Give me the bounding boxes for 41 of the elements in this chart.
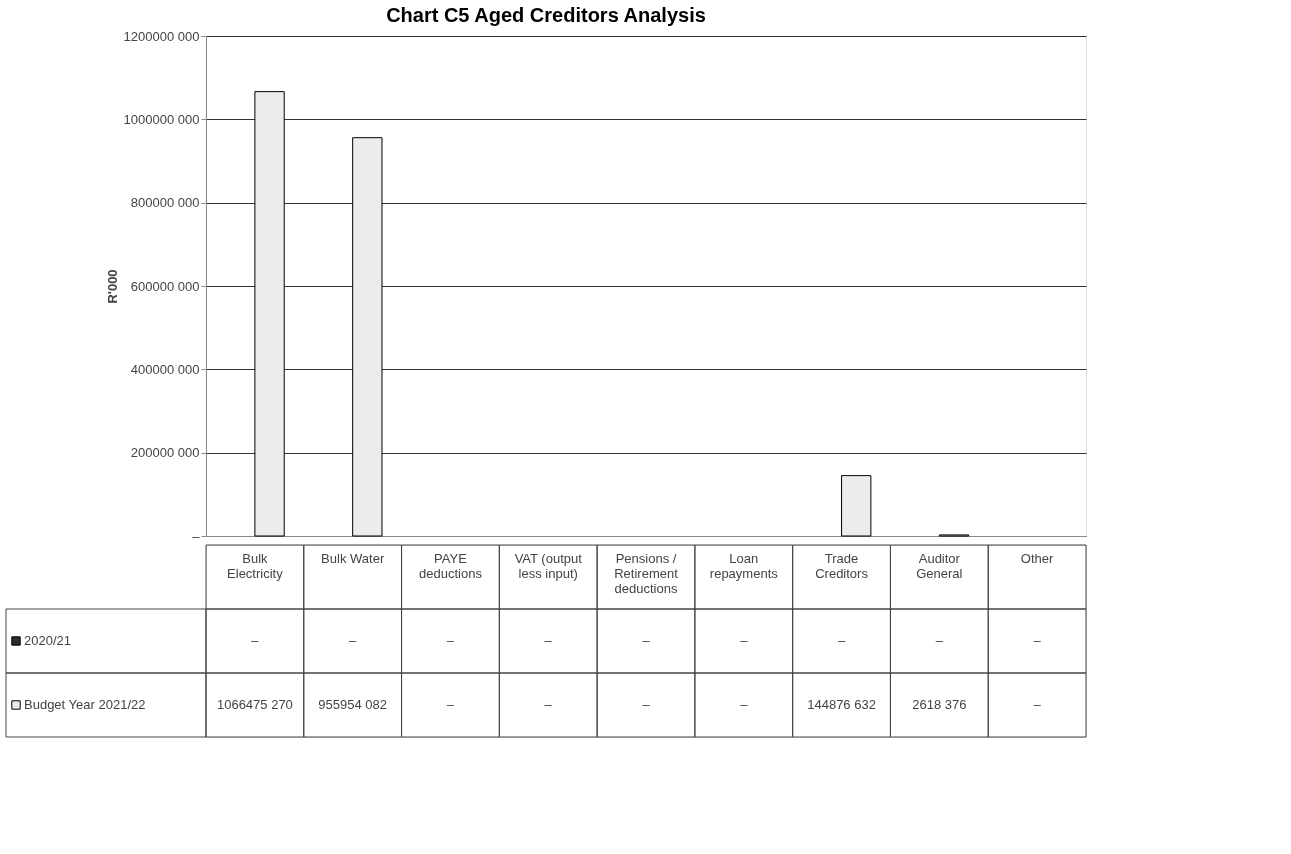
data-label: – [544,697,553,712]
data-label: 2618 376 [912,697,967,712]
y-tick-label: – [192,528,201,544]
data-label: – [642,633,651,648]
data-label: – [251,633,260,648]
chart-title: Chart C5 Aged Creditors Analysis [386,3,706,26]
data-label: – [642,697,651,712]
y-tick-label: 1200000 000 [123,28,200,44]
bar [352,137,383,537]
data-label: – [740,697,749,712]
data-label: – [837,633,846,648]
x-tick-label: Bulk Water [321,551,385,566]
data-label: – [740,633,749,648]
x-tick-label: Loan repayments [709,551,779,581]
y-tick-label: 400000 000 [130,361,200,377]
y-tick-label: 200000 000 [130,445,200,461]
y-axis-title: R'000 [104,269,120,304]
legend-label: Budget Year 2021/22 [24,697,146,712]
x-tick-label: Pensions / Retirement deductions [614,551,679,596]
y-tick-label: 1000000 000 [123,111,200,127]
x-tick-label: Auditor General [916,551,963,581]
y-tick-label: 600000 000 [130,278,200,294]
x-tick-label: VAT (output less input) [514,551,583,581]
x-tick-label: Other [1020,551,1055,566]
bar [254,91,285,537]
x-tick-label: Trade Creditors [815,551,869,581]
data-label: 1066475 270 [216,697,293,712]
data-label: – [1033,697,1042,712]
x-tick-label: Bulk Electricity [227,551,284,581]
data-label: – [446,633,455,648]
legend-label: 2020/21 [24,633,71,648]
data-label: 144876 632 [807,697,876,712]
y-tick-label: 800000 000 [130,195,200,211]
bar [841,475,872,537]
data-label: – [349,633,358,648]
data-label: – [935,633,944,648]
data-label: – [1033,633,1042,648]
x-tick-label: PAYE deductions [419,551,483,581]
data-label: – [446,697,455,712]
data-label: 955954 082 [318,697,388,712]
data-label: – [544,633,553,648]
